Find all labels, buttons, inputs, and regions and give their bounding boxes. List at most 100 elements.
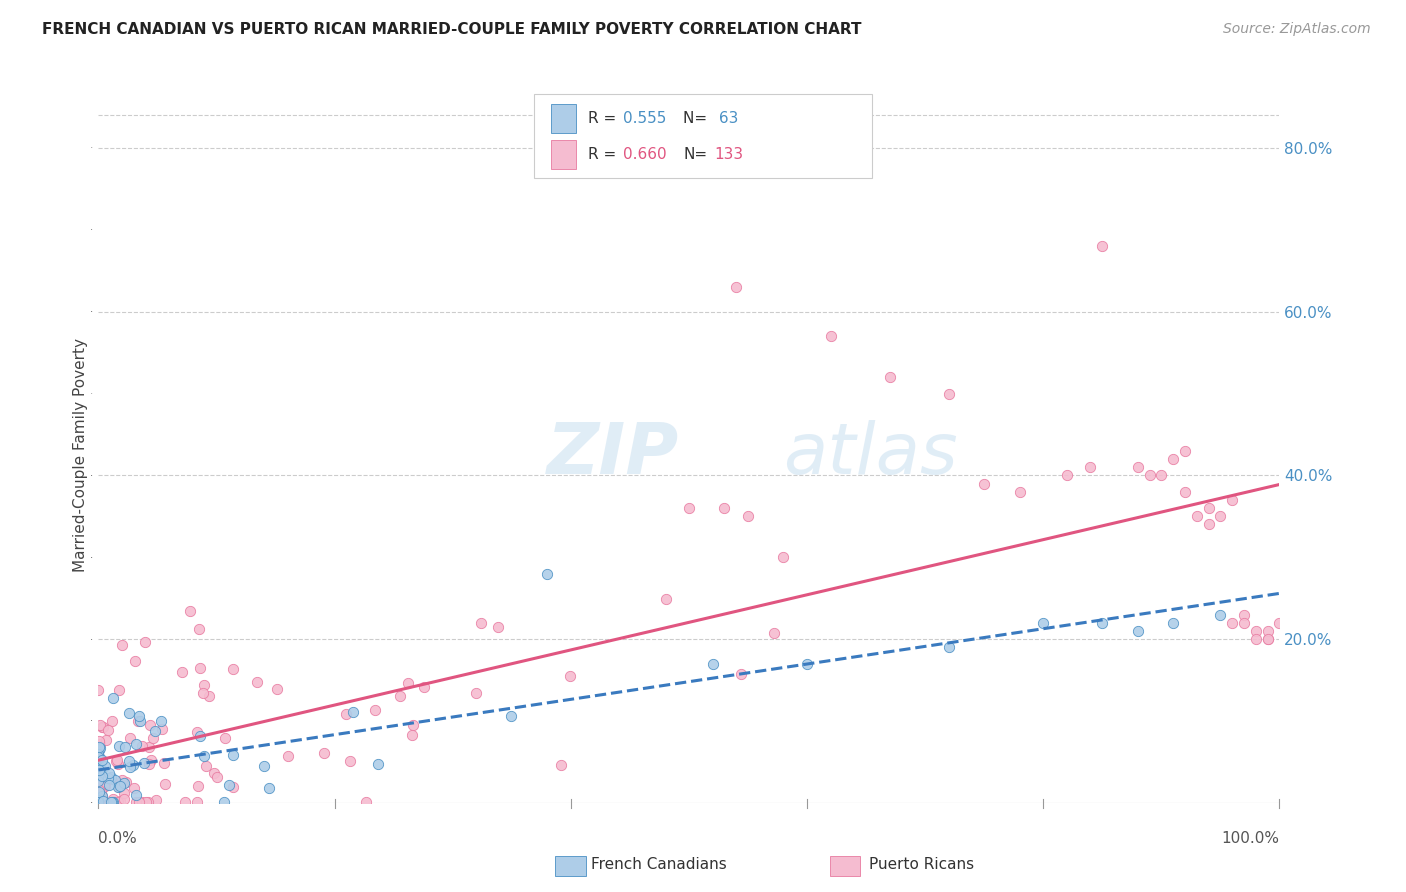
Point bbox=[314, 746, 336, 760]
Point bbox=[87, 755, 110, 769]
Point bbox=[174, 795, 197, 809]
Point bbox=[558, 669, 581, 683]
Point bbox=[1150, 468, 1173, 483]
Point bbox=[1008, 484, 1031, 499]
Point bbox=[1198, 501, 1220, 516]
Point bbox=[678, 501, 700, 516]
Point bbox=[125, 788, 148, 802]
Point bbox=[87, 792, 110, 806]
Point bbox=[1233, 615, 1256, 630]
Point bbox=[134, 756, 156, 771]
Point bbox=[730, 667, 752, 681]
Point bbox=[135, 795, 157, 809]
Text: ZIP: ZIP bbox=[547, 420, 679, 490]
Point bbox=[128, 795, 150, 809]
Point bbox=[90, 785, 112, 799]
Point bbox=[112, 786, 135, 800]
Point bbox=[107, 756, 129, 771]
Point bbox=[87, 795, 110, 809]
Point bbox=[1268, 615, 1291, 630]
Point bbox=[138, 740, 160, 755]
Point bbox=[1244, 624, 1267, 638]
Point bbox=[725, 280, 748, 294]
Point bbox=[87, 795, 110, 809]
Point bbox=[103, 795, 125, 809]
Text: 0.0%: 0.0% bbox=[98, 830, 138, 846]
Point bbox=[1174, 443, 1197, 458]
Point bbox=[221, 780, 243, 794]
Point bbox=[87, 749, 110, 764]
Point bbox=[138, 756, 160, 771]
Point bbox=[188, 729, 211, 743]
Point bbox=[1209, 509, 1232, 524]
Point bbox=[142, 731, 165, 745]
Point bbox=[212, 795, 235, 809]
Point bbox=[89, 718, 111, 732]
Point bbox=[90, 769, 112, 783]
Point bbox=[112, 776, 135, 790]
Point bbox=[412, 680, 434, 694]
Point bbox=[1233, 607, 1256, 622]
Point bbox=[97, 723, 120, 737]
Point bbox=[90, 790, 112, 805]
Point bbox=[87, 795, 110, 809]
Point bbox=[89, 784, 111, 798]
Point bbox=[87, 764, 110, 778]
Point bbox=[973, 476, 995, 491]
Point bbox=[93, 720, 115, 734]
Point bbox=[97, 778, 120, 792]
Point bbox=[222, 662, 245, 676]
Text: Puerto Ricans: Puerto Ricans bbox=[869, 857, 974, 871]
Point bbox=[1126, 460, 1149, 475]
Point bbox=[179, 604, 201, 618]
Point bbox=[245, 674, 267, 689]
Point bbox=[108, 779, 131, 793]
Point bbox=[388, 689, 411, 703]
Point bbox=[87, 734, 110, 748]
Point bbox=[104, 755, 127, 769]
Point bbox=[131, 795, 153, 809]
Point bbox=[110, 776, 132, 790]
Point bbox=[1257, 632, 1279, 646]
Point bbox=[172, 665, 194, 680]
Point bbox=[1244, 632, 1267, 646]
Point bbox=[194, 758, 217, 772]
Point bbox=[820, 329, 842, 343]
Point bbox=[94, 732, 117, 747]
Point bbox=[124, 654, 146, 668]
Point bbox=[1198, 517, 1220, 532]
Text: N=: N= bbox=[683, 147, 707, 161]
Point bbox=[87, 762, 110, 776]
Point bbox=[145, 793, 167, 807]
Point bbox=[93, 780, 115, 794]
Text: atlas: atlas bbox=[783, 420, 957, 490]
Point bbox=[153, 756, 176, 771]
Point bbox=[101, 792, 124, 806]
Point bbox=[89, 761, 111, 775]
Point bbox=[136, 795, 159, 809]
Point bbox=[87, 753, 110, 767]
Point bbox=[87, 747, 110, 761]
Point bbox=[90, 789, 112, 804]
Point bbox=[1220, 615, 1243, 630]
Point bbox=[470, 615, 492, 630]
Point bbox=[90, 752, 112, 766]
Point bbox=[335, 707, 357, 722]
Point bbox=[499, 709, 522, 723]
Point bbox=[193, 686, 215, 700]
Point bbox=[97, 772, 120, 786]
Point bbox=[188, 622, 211, 636]
Point bbox=[110, 794, 132, 808]
Point bbox=[87, 773, 110, 788]
Point bbox=[118, 731, 141, 746]
Text: 63: 63 bbox=[714, 112, 738, 126]
Point bbox=[402, 717, 425, 731]
Point bbox=[1139, 468, 1161, 483]
Point bbox=[396, 676, 419, 690]
Point bbox=[108, 739, 131, 753]
Point bbox=[655, 591, 678, 606]
Point bbox=[90, 769, 112, 783]
Point bbox=[89, 782, 111, 797]
Point bbox=[91, 795, 114, 809]
Point bbox=[127, 714, 149, 729]
